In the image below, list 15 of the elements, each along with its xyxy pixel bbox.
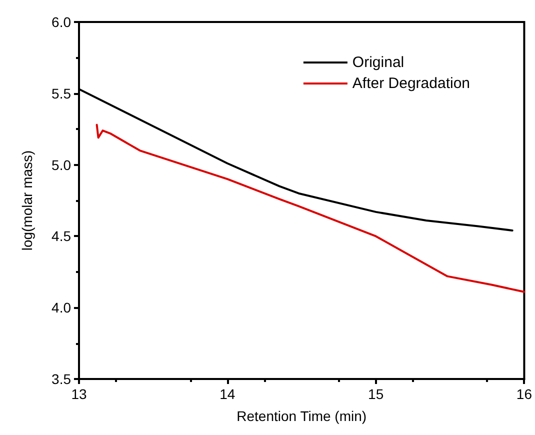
legend-label: Original <box>352 54 404 71</box>
y-axis-title: log(molar mass) <box>19 150 35 251</box>
y-tick-label: 5.5 <box>52 85 72 102</box>
x-tick-label: 13 <box>71 386 87 402</box>
y-tick-label: 4.0 <box>52 300 72 316</box>
y-tick-label: 6.0 <box>52 14 72 30</box>
y-tick-label: 3.5 <box>52 371 72 387</box>
line-series <box>96 124 526 293</box>
y-tick-label: 4.5 <box>52 228 72 244</box>
x-axis-title: Retention Time (min) <box>236 408 367 424</box>
x-tick-label: 15 <box>368 386 384 402</box>
legend-label: After Degradation <box>352 75 470 92</box>
x-tick-label: 14 <box>220 386 236 402</box>
x-tick-label: 16 <box>516 386 532 402</box>
y-tick-label: 5.0 <box>52 156 72 173</box>
